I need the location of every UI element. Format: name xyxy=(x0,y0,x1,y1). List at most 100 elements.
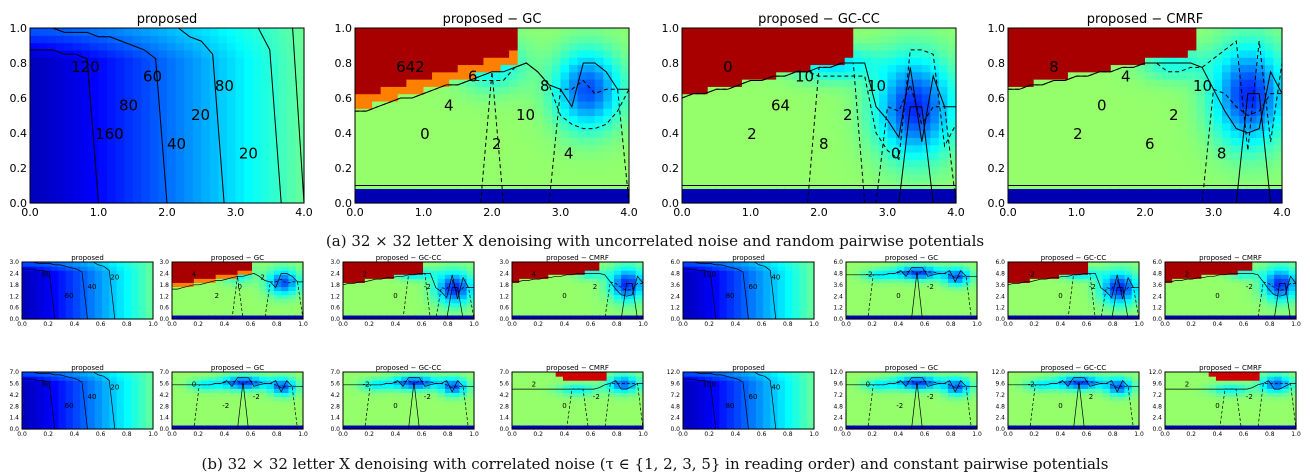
heat-cell xyxy=(594,115,604,124)
heat-cell xyxy=(89,181,100,190)
heat-cell xyxy=(1022,282,1031,288)
heat-cell xyxy=(38,49,48,58)
heat-cell xyxy=(750,108,760,117)
heat-cell xyxy=(132,188,142,197)
heat-cell xyxy=(440,137,450,146)
heat-cell xyxy=(440,108,450,117)
heat-cell xyxy=(278,181,288,190)
heat-cell xyxy=(230,278,239,283)
heat-cell xyxy=(810,100,820,109)
heat-cell xyxy=(1204,173,1215,182)
heat-cell xyxy=(457,122,467,131)
heat-cell xyxy=(846,262,854,267)
y-tick-label: 4.8 xyxy=(833,271,843,278)
heat-cell xyxy=(719,278,728,283)
heat-cell xyxy=(406,79,416,87)
heat-cell xyxy=(921,86,931,95)
heat-cell xyxy=(449,42,459,51)
heat-cell xyxy=(1153,49,1163,58)
heat-cell xyxy=(1042,28,1052,36)
heat-cell xyxy=(1273,79,1283,87)
heat-cell xyxy=(295,274,304,279)
heat-cell xyxy=(273,290,282,296)
heat-cell xyxy=(1204,49,1215,58)
heat-cell xyxy=(244,266,253,271)
heat-cell xyxy=(733,298,742,304)
heat-cell xyxy=(430,310,439,316)
heat-cell xyxy=(1247,49,1257,58)
heat-cell xyxy=(777,310,786,316)
heat-cell xyxy=(1153,79,1163,87)
heat-cell xyxy=(810,57,820,66)
heat-cell xyxy=(266,274,275,279)
heat-cell xyxy=(533,274,542,279)
heat-cell xyxy=(65,294,74,300)
heat-cell xyxy=(759,195,769,204)
heat-cell xyxy=(1059,122,1069,131)
heat-cell xyxy=(483,166,493,175)
heat-cell xyxy=(1153,173,1163,182)
heat-cell xyxy=(1153,86,1163,95)
heat-cell xyxy=(603,173,613,182)
heat-cell xyxy=(457,166,467,175)
heat-cell xyxy=(1162,166,1172,175)
heat-cell xyxy=(107,115,117,124)
heat-cell xyxy=(278,71,288,80)
heat-cell xyxy=(218,130,228,138)
heat-cell xyxy=(149,130,160,138)
heat-cell xyxy=(406,195,416,204)
heat-cell xyxy=(704,314,713,320)
heat-cell xyxy=(551,137,562,146)
heat-cell xyxy=(896,294,905,300)
heat-cell xyxy=(357,266,366,271)
heat-cell xyxy=(184,108,194,117)
heat-cell xyxy=(457,144,467,153)
x-tick-label: 0.4 xyxy=(894,321,904,328)
heat-cell xyxy=(836,151,846,160)
heat-cell xyxy=(406,108,416,117)
heat-cell xyxy=(846,298,854,304)
heat-cell xyxy=(592,282,600,288)
heat-cell xyxy=(145,314,154,320)
heat-cell xyxy=(577,28,587,36)
heat-cell xyxy=(252,108,262,117)
heat-cell xyxy=(1093,108,1103,117)
heat-cell xyxy=(690,282,699,288)
heat-cell xyxy=(474,64,485,73)
heat-cell xyxy=(1076,49,1086,58)
heat-cell xyxy=(726,306,735,312)
heat-cell xyxy=(1222,115,1232,124)
heat-cell xyxy=(1196,108,1206,117)
heat-cell xyxy=(414,115,425,124)
heat-cell xyxy=(560,64,570,73)
heat-cell xyxy=(1273,28,1283,36)
heat-cell xyxy=(72,290,81,296)
heat-cell xyxy=(947,294,956,300)
heat-cell xyxy=(179,298,188,304)
heat-cell xyxy=(269,71,279,80)
heat-cell xyxy=(440,115,450,124)
heat-cell xyxy=(682,115,692,124)
heat-cell xyxy=(1051,282,1060,288)
heat-cell xyxy=(1145,151,1155,160)
heat-cell xyxy=(810,130,820,138)
heat-cell xyxy=(716,166,726,175)
heat-cell xyxy=(252,188,262,197)
heat-cell xyxy=(386,274,395,279)
heat-cell xyxy=(1170,79,1180,87)
heat-cell xyxy=(102,302,110,308)
heat-cell xyxy=(87,302,96,308)
heat-cell xyxy=(519,274,528,279)
heat-cell xyxy=(1102,28,1112,36)
heat-cell xyxy=(1204,137,1215,146)
heat-cell xyxy=(767,49,777,58)
heat-cell xyxy=(776,86,786,95)
heat-cell xyxy=(72,100,82,109)
heat-cell xyxy=(380,159,390,168)
heat-cell xyxy=(47,173,57,182)
heat-cell xyxy=(1059,151,1069,160)
heat-cell xyxy=(423,49,433,58)
heat-cell xyxy=(1025,130,1035,138)
heat-cell xyxy=(878,64,889,73)
